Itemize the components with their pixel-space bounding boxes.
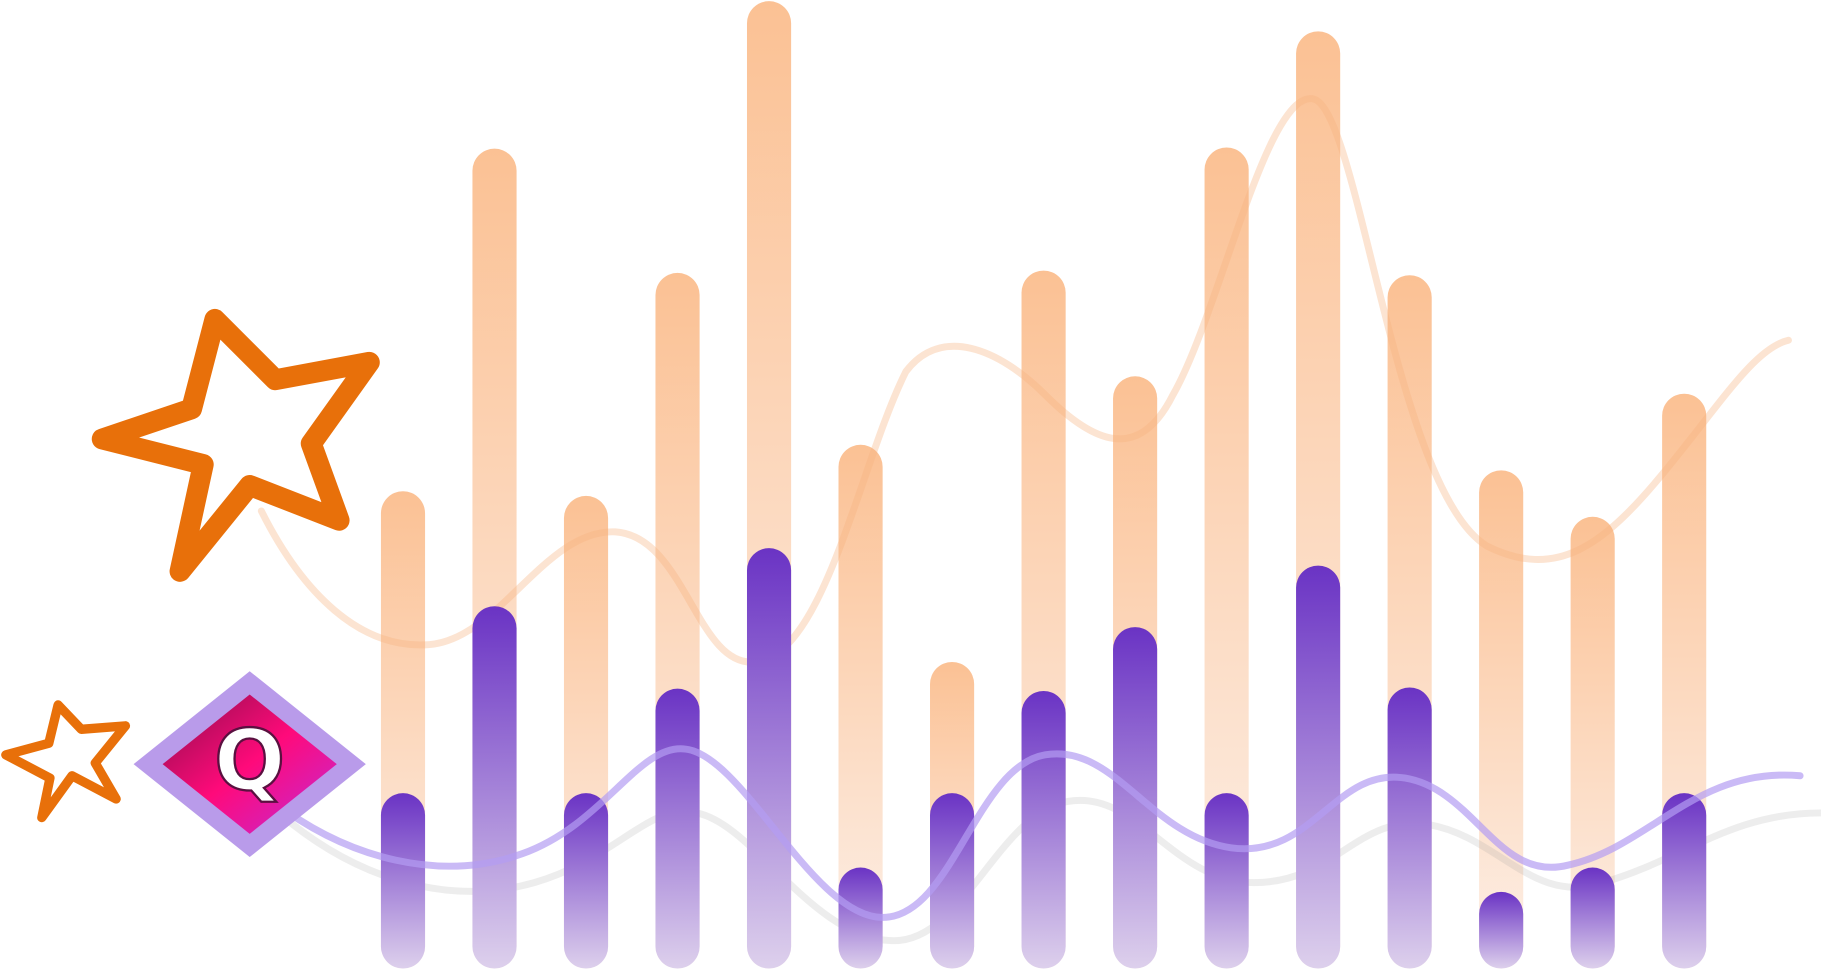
bar (380, 793, 426, 969)
bar (838, 867, 883, 969)
big-star (91, 308, 380, 582)
bar (746, 548, 792, 969)
small-star (1, 700, 131, 823)
bar (655, 688, 700, 969)
bar (838, 444, 883, 969)
badge-letter: Q (214, 712, 285, 810)
bar (1479, 470, 1524, 969)
bar (1479, 891, 1524, 969)
purple-wave (269, 745, 1804, 921)
bar (472, 606, 517, 969)
bar (1296, 565, 1341, 969)
bar (1204, 793, 1249, 969)
bar (1662, 793, 1707, 969)
bar (1204, 147, 1249, 969)
diamond-inner (162, 694, 337, 834)
orange-wave (257, 95, 1792, 666)
bar (1570, 867, 1615, 969)
bar (563, 793, 609, 969)
bar (1387, 687, 1432, 969)
bar (1021, 690, 1066, 969)
